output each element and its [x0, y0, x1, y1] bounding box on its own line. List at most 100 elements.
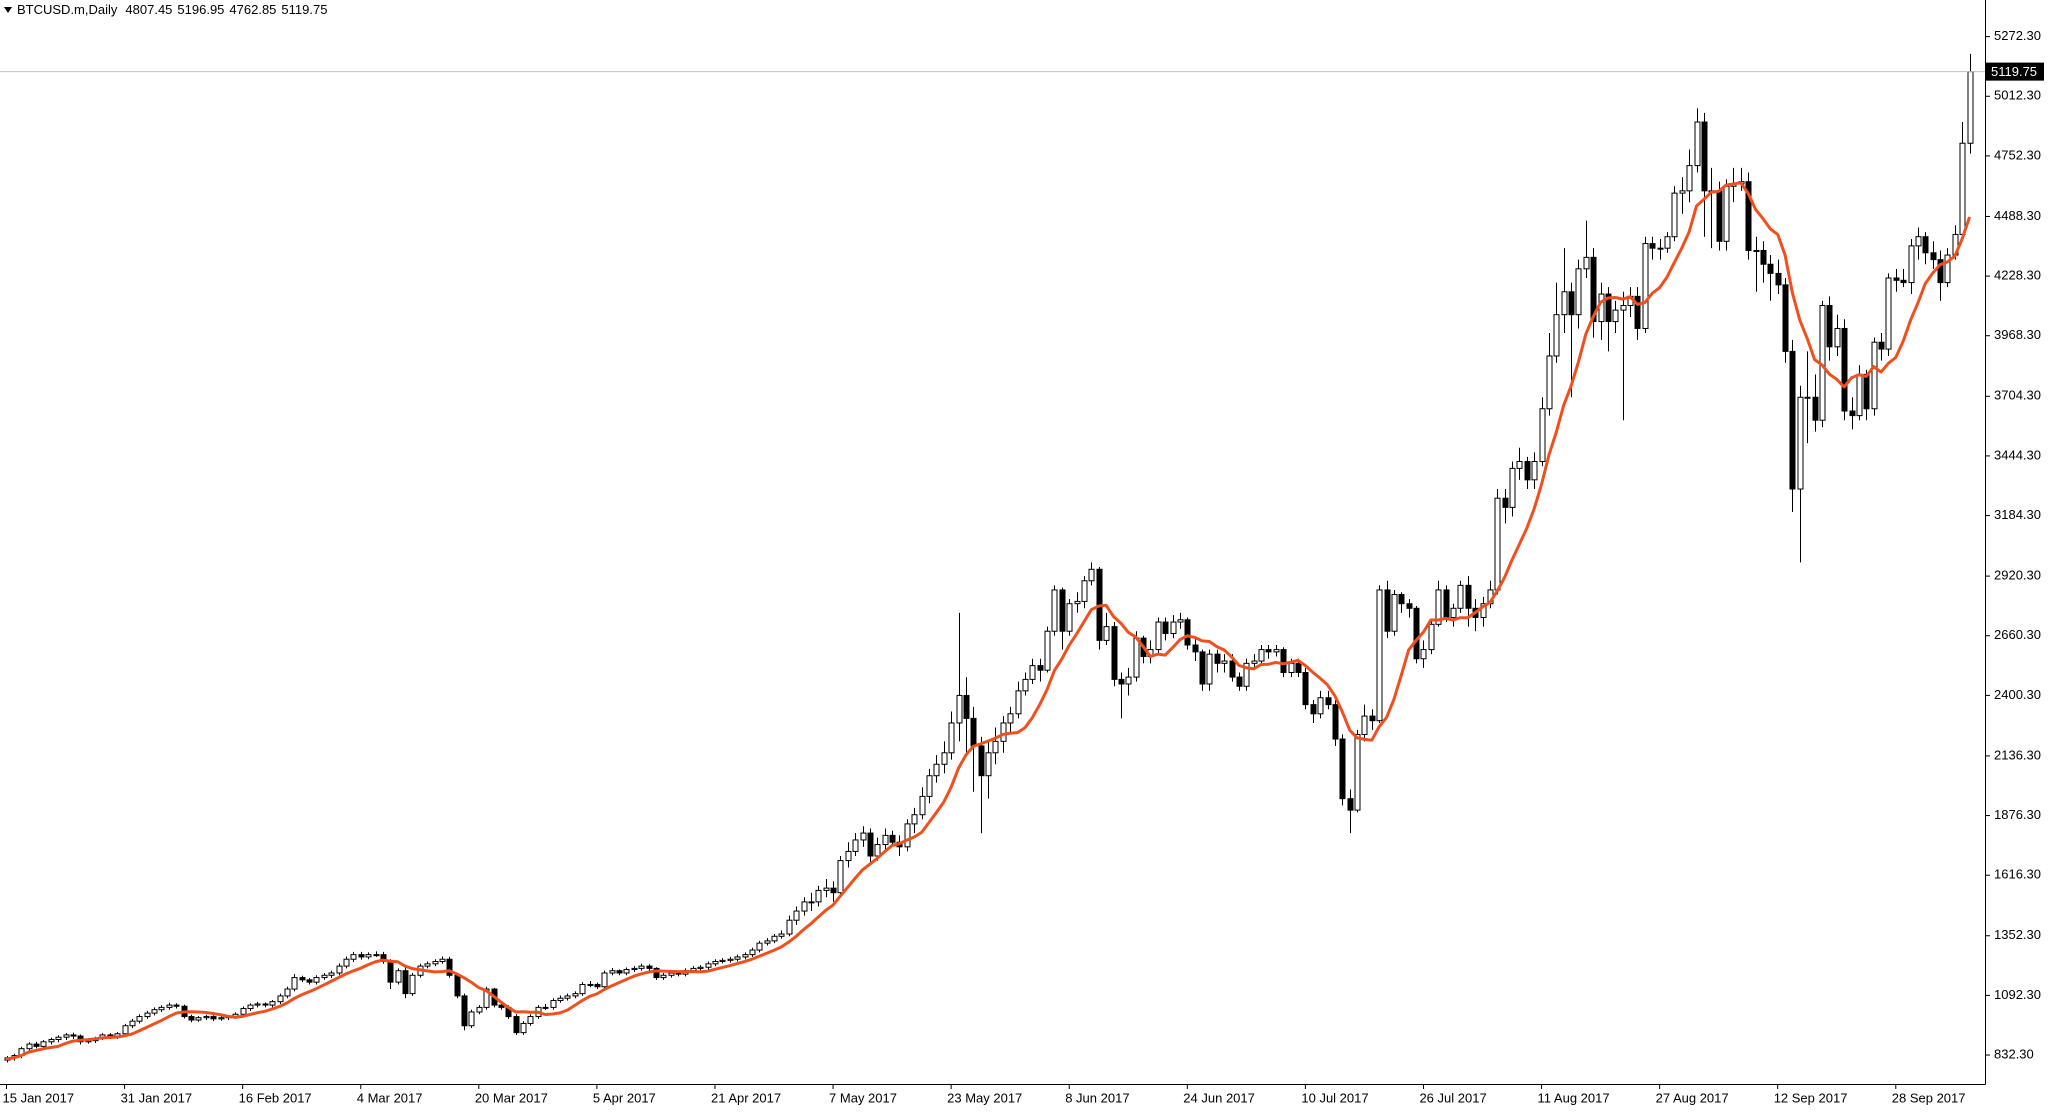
candle-body [542, 1006, 549, 1009]
candle-body [122, 1025, 129, 1035]
candle-body [1229, 660, 1236, 678]
x-tick-label: 4 Mar 2017 [357, 1090, 423, 1105]
candle-body [719, 959, 726, 963]
candle-body [1878, 341, 1885, 350]
candle-body [343, 958, 350, 967]
candle-body [387, 961, 394, 983]
candle-body [874, 844, 881, 857]
candle-body [1199, 651, 1206, 685]
x-tick-label: 10 Jul 2017 [1301, 1090, 1368, 1105]
plot-area [4, 53, 1974, 1063]
y-tick-label: 4488.30 [1994, 208, 2041, 223]
candle-body [1007, 713, 1014, 724]
x-tick-label: 7 May 2017 [829, 1090, 897, 1105]
y-tick-label: 2136.30 [1994, 747, 2041, 762]
candle-body [1849, 410, 1856, 417]
chart-title: BTCUSD.m,Daily [17, 2, 118, 17]
candle-body [158, 1006, 165, 1011]
candle-body [468, 1011, 475, 1027]
candle-body [823, 887, 830, 891]
candle-body [1583, 256, 1590, 270]
candle-body [1376, 589, 1383, 722]
y-tick-label: 4752.30 [1994, 147, 2041, 162]
candle-body [328, 972, 335, 976]
price-label: 5119.75 [1991, 64, 2037, 79]
candle-body [808, 901, 815, 904]
candle-body [513, 1016, 520, 1034]
x-tick-label: 26 Jul 2017 [1419, 1090, 1486, 1105]
candle-body [1088, 568, 1095, 582]
candle-body [1856, 373, 1863, 417]
candle-body [1251, 660, 1258, 664]
candle-body [498, 1004, 505, 1008]
x-tick-label: 5 Apr 2017 [593, 1090, 656, 1105]
x-tick-label: 24 Jun 2017 [1183, 1090, 1255, 1105]
candle-body [1937, 259, 1944, 284]
candle-body [830, 887, 837, 894]
candle-body [1664, 236, 1671, 249]
candle-body [904, 823, 911, 848]
candle-body [1111, 626, 1118, 680]
candle-body [262, 1003, 269, 1006]
candle-body [594, 983, 601, 988]
candle-body [801, 901, 808, 912]
candle-body [970, 717, 977, 747]
x-tick-label: 16 Feb 2017 [239, 1090, 312, 1105]
candle-body [749, 949, 756, 956]
candle-body [424, 963, 431, 967]
candle-body [1841, 327, 1848, 412]
candle-body [919, 795, 926, 816]
candle-body [1317, 697, 1324, 715]
candle-body [1339, 738, 1346, 800]
candle-body [1074, 600, 1081, 605]
y-tick-label: 4228.30 [1994, 268, 2041, 283]
candle-body [1214, 653, 1221, 664]
candle-body [40, 1041, 47, 1047]
candle-body [1575, 268, 1582, 316]
y-tick-label: 1352.30 [1994, 927, 2041, 942]
candle-body [815, 889, 822, 903]
candle-body [933, 763, 940, 777]
candle-body [646, 965, 653, 969]
candle-body [446, 958, 453, 976]
candle-body [1059, 589, 1066, 632]
candle-body [432, 961, 439, 965]
candle-body [845, 850, 852, 862]
candle-body [1443, 589, 1450, 618]
candle-body [1944, 254, 1951, 284]
candle-body [1192, 644, 1199, 653]
candle-body [1767, 263, 1774, 274]
candle-body [1051, 589, 1058, 632]
candle-body [520, 1022, 527, 1034]
candle-body [660, 974, 667, 979]
candle-body [623, 969, 630, 974]
candle-body [1258, 649, 1265, 662]
candle-body [1598, 293, 1605, 323]
candle-body [1826, 305, 1833, 348]
candle-body [1457, 584, 1464, 609]
candle-body [1915, 236, 1922, 247]
candle-body [1509, 467, 1516, 508]
y-tick-label: 3704.30 [1994, 388, 2041, 403]
y-tick-label: 3184.30 [1994, 507, 2041, 522]
candle-body [129, 1020, 136, 1027]
candle-body [1967, 71, 1974, 144]
candle-body [195, 1017, 202, 1021]
candle-body [1760, 249, 1767, 265]
candle-body [742, 954, 749, 958]
candle-body [1155, 621, 1162, 651]
candle-body [483, 988, 490, 1008]
x-tick-label: 28 Sep 2017 [1892, 1090, 1966, 1105]
candle-body [1221, 660, 1228, 664]
candle-body [284, 988, 291, 997]
header-high: 5196.95 [177, 2, 224, 17]
candle-body [1885, 277, 1892, 350]
candle-body [572, 993, 579, 997]
candle-body [764, 940, 771, 944]
candle-body [247, 1004, 254, 1010]
candle-body [33, 1043, 40, 1047]
candle-body [727, 958, 734, 961]
candle-body [1465, 584, 1472, 609]
